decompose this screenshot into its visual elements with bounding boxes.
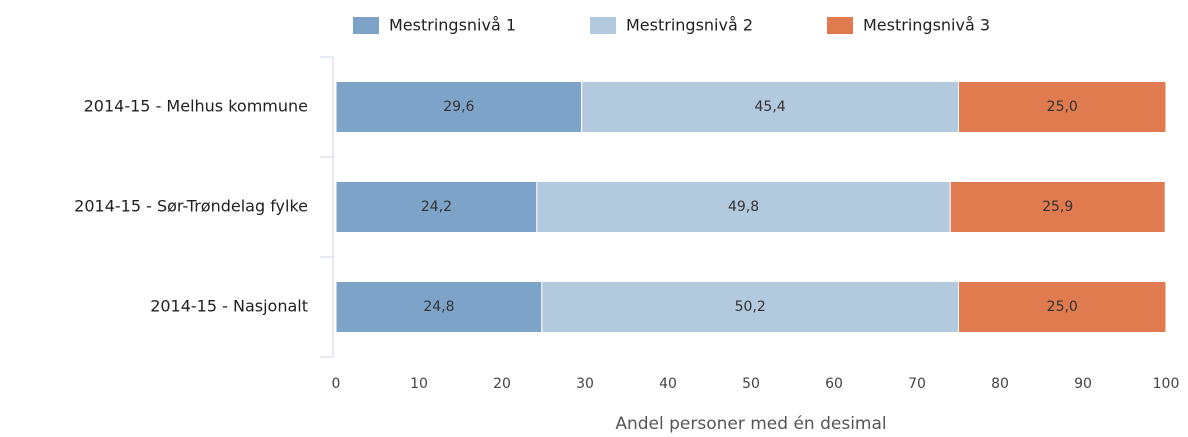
x-tick-label: 60 bbox=[825, 376, 843, 392]
data-label: 49,8 bbox=[728, 199, 759, 215]
data-label: 24,8 bbox=[423, 299, 454, 315]
data-label: 50,2 bbox=[735, 299, 766, 315]
bar-segment bbox=[335, 281, 543, 333]
x-tick-label: 0 bbox=[332, 376, 341, 392]
x-tick-label: 40 bbox=[659, 376, 677, 392]
x-axis-title: Andel personer med én desimal bbox=[615, 414, 886, 434]
legend-label: Mestringsnivå 2 bbox=[626, 16, 753, 35]
data-label: 45,4 bbox=[755, 99, 786, 115]
legend-swatch bbox=[827, 17, 853, 34]
legend-swatch bbox=[590, 17, 616, 34]
bar-segment bbox=[335, 81, 583, 133]
bar-segment bbox=[536, 181, 951, 233]
bar-segment bbox=[958, 81, 1167, 133]
x-tick-label: 100 bbox=[1153, 376, 1180, 392]
data-label: 25,9 bbox=[1042, 199, 1073, 215]
x-tick-label: 50 bbox=[742, 376, 760, 392]
category-label: 2014-15 - Sør-Trøndelag fylke bbox=[74, 197, 308, 216]
bar-segment bbox=[949, 181, 1166, 233]
category-label: 2014-15 - Melhus kommune bbox=[84, 97, 308, 116]
x-tick-label: 90 bbox=[1074, 376, 1092, 392]
legend-swatch bbox=[353, 17, 379, 34]
legend-label: Mestringsnivå 1 bbox=[389, 16, 516, 35]
data-label: 24,2 bbox=[421, 199, 452, 215]
x-tick-label: 20 bbox=[493, 376, 511, 392]
x-tick-label: 30 bbox=[576, 376, 594, 392]
bar-segment bbox=[958, 281, 1167, 333]
x-tick-label: 80 bbox=[991, 376, 1009, 392]
data-label: 25,0 bbox=[1047, 99, 1078, 115]
bar-segment bbox=[581, 81, 959, 133]
x-tick-label: 10 bbox=[410, 376, 428, 392]
category-label: 2014-15 - Nasjonalt bbox=[150, 297, 308, 316]
x-tick-label: 70 bbox=[908, 376, 926, 392]
bar-segment bbox=[335, 181, 538, 233]
legend-label: Mestringsnivå 3 bbox=[863, 16, 990, 35]
bar-segment bbox=[541, 281, 960, 333]
data-label: 29,6 bbox=[443, 99, 474, 115]
data-label: 25,0 bbox=[1047, 299, 1078, 315]
